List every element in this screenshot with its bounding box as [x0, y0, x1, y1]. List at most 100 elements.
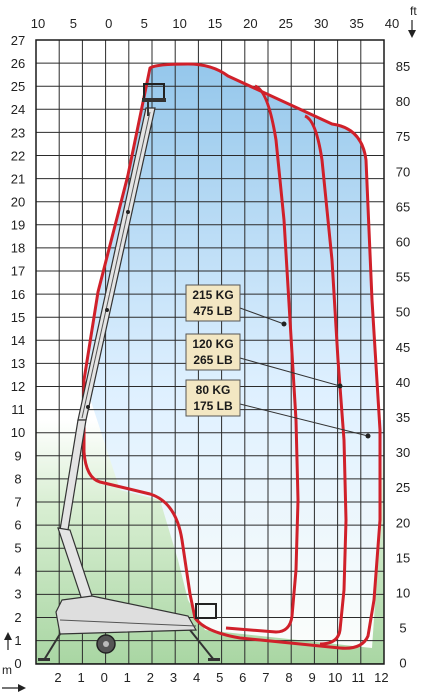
envelope-120kg-curve [304, 114, 348, 646]
bottom-axis-tick-label: 7 [262, 670, 269, 685]
left-axis-tick-label: 22 [11, 148, 25, 163]
outrigger [189, 629, 215, 661]
right-axis-tick-label: 10 [396, 586, 410, 601]
load-label-kg: 120 KG [192, 337, 233, 351]
right-axis-tick-label: 85 [396, 59, 410, 74]
left-axis-tick-label: 21 [11, 171, 25, 186]
load-label-215: 215 KG 475 LB [185, 284, 241, 322]
left-axis-tick-label: 13 [11, 356, 25, 371]
right-axis-tick-label: 40 [396, 375, 410, 390]
bottom-axis-tick-label: 8 [285, 670, 292, 685]
meter-unit-label: m [2, 663, 12, 677]
right-axis-tick-label: 5 [399, 621, 406, 636]
left-axis-tick-label: 2 [14, 610, 21, 625]
bottom-axis-tick-label: 5 [216, 670, 223, 685]
top-axis-tick-label: 25 [279, 16, 293, 31]
bottom-axis-tick-label: 4 [193, 670, 200, 685]
load-label-kg: 80 KG [196, 383, 231, 397]
bottom-axis-tick-label: 0 [101, 670, 108, 685]
left-axis-tick-label: 19 [11, 218, 25, 233]
top-axis-tick-label: 10 [31, 16, 45, 31]
left-axis-tick-label: 4 [14, 564, 21, 579]
boom-joint [105, 308, 109, 312]
top-axis-tick-label: 0 [105, 16, 112, 31]
envelope-curves [82, 62, 382, 650]
boom-joint [126, 210, 130, 214]
right-axis-tick-label: 70 [396, 164, 410, 179]
left-axis-tick-label: 10 [11, 425, 25, 440]
bottom-axis-tick-label: 10 [328, 670, 342, 685]
bottom-axis-tick-label: 2 [147, 670, 154, 685]
bottom-axis-tick-label: 6 [239, 670, 246, 685]
right-axis-tick-label: 0 [399, 656, 406, 671]
left-axis-tick-label: 27 [11, 33, 25, 48]
right-axis-tick-label: 30 [396, 445, 410, 460]
load-label-80: 80 KG 175 LB [185, 379, 241, 417]
left-axis-tick-label: 8 [14, 471, 21, 486]
top-axis-tick-label: 40 [385, 16, 399, 31]
left-axis-tick-label: 9 [14, 448, 21, 463]
envelope-215kg-curve [225, 84, 300, 634]
right-axis-tick-label: 60 [396, 235, 410, 250]
right-axis-tick-label: 35 [396, 410, 410, 425]
top-axis-tick-label: 30 [314, 16, 328, 31]
bottom-axis-tick-label: 2 [54, 670, 61, 685]
left-axis-tick-label: 6 [14, 517, 21, 532]
right-axis-tick-label: 65 [396, 199, 410, 214]
left-axis-tick-label: 18 [11, 241, 25, 256]
bottom-axis-tick-label: 9 [308, 670, 315, 685]
left-axis-tick-label: 25 [11, 79, 25, 94]
lift-machine [38, 83, 220, 661]
top-axis-tick-label: 5 [141, 16, 148, 31]
left-axis-tick-label: 15 [11, 310, 25, 325]
left-axis-tick-label: 26 [11, 56, 25, 71]
left-axis-tick-label: 16 [11, 287, 25, 302]
top-axis-tick-label: 20 [243, 16, 257, 31]
right-axis-tick-label: 50 [396, 305, 410, 320]
bottom-axis-tick-label: 12 [374, 670, 388, 685]
load-label-kg: 215 KG [192, 288, 233, 302]
top-axis-tick-label: 15 [208, 16, 222, 31]
right-axis-tick-label: 75 [396, 129, 410, 144]
right-axis-tick-label: 25 [396, 480, 410, 495]
bottom-meters-axis: 2 1 0 1 2 3 4 5 6 7 8 9 10 11 12 [54, 670, 388, 685]
right-axis-tick-label: 15 [396, 550, 410, 565]
stowed-basket [195, 603, 217, 619]
right-axis-tick-label: 80 [396, 94, 410, 109]
right-axis-tick-label: 45 [396, 340, 410, 355]
top-axis-tick-label: 5 [70, 16, 77, 31]
boom-joint [86, 405, 90, 409]
left-axis-tick-label: 23 [11, 125, 25, 140]
feet-unit-label: ft [410, 4, 417, 18]
left-axis-tick-label: 1 [14, 633, 21, 648]
left-axis-tick-label: 20 [11, 194, 25, 209]
bottom-axis-tick-label: 11 [352, 670, 366, 685]
load-label-120: 120 KG 265 LB [185, 333, 241, 371]
left-axis-tick-label: 3 [14, 587, 21, 602]
grid [35, 39, 385, 665]
bottom-axis-tick-label: 3 [170, 670, 177, 685]
left-axis-tick-label: 24 [11, 102, 25, 117]
load-label-lb: 475 LB [193, 304, 233, 318]
left-axis-tick-label: 7 [14, 494, 21, 509]
bottom-axis-tick-label: 1 [124, 670, 131, 685]
right-axis-tick-label: 20 [396, 515, 410, 530]
envelope-outer-curve [82, 62, 382, 650]
left-axis-tick-label: 17 [11, 264, 25, 279]
left-axis-tick-label: 14 [11, 333, 25, 348]
label-leaders [239, 307, 369, 437]
left-axis-tick-label: 5 [14, 541, 21, 556]
outrigger [43, 633, 61, 661]
left-meters-axis: 2726252423222120191817161514131211109876… [11, 33, 25, 671]
load-label-lb: 265 LB [193, 353, 233, 367]
top-axis-tick-label: 35 [349, 16, 363, 31]
label-leader-dots [281, 321, 371, 439]
left-axis-tick-label: 12 [11, 379, 25, 394]
top-feet-axis: 10 5 0 5 10 15 20 25 30 35 40 [31, 16, 399, 31]
left-axis-tick-label: 0 [14, 656, 21, 671]
bottom-axis-tick-label: 1 [77, 670, 84, 685]
grid-frame [35, 39, 385, 665]
top-axis-tick-label: 10 [172, 16, 186, 31]
left-axis-tick-label: 11 [11, 402, 25, 417]
